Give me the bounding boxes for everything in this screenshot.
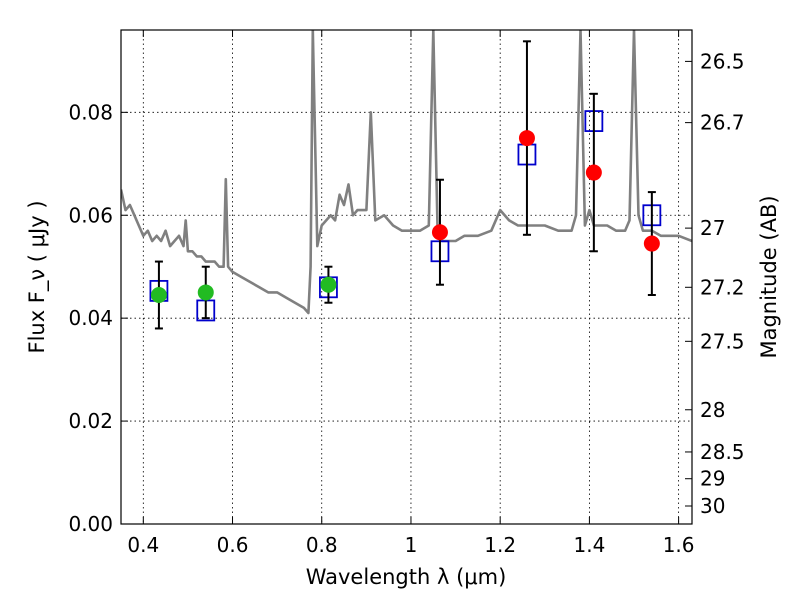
grid-lines bbox=[121, 30, 692, 524]
observed-point bbox=[643, 235, 660, 252]
observed-point bbox=[150, 287, 167, 304]
right-tick-label: 26.5 bbox=[700, 49, 745, 73]
right-tick-label: 27.5 bbox=[700, 329, 745, 353]
right-tick-label: 29 bbox=[700, 467, 725, 491]
spectrum-line bbox=[121, 30, 692, 315]
data-points-layer bbox=[149, 40, 662, 330]
right-tick-labels: 26.5 26.7 27 27.2 27.5 28 28.5 29 30 bbox=[700, 49, 745, 518]
x-tick-label: 1 bbox=[405, 533, 418, 557]
y-axis-label: Flux F_ν ( μJy ) bbox=[25, 200, 50, 353]
x-tick-label: 1.4 bbox=[573, 533, 605, 557]
y-tick-label: 0.02 bbox=[68, 409, 113, 433]
right-tick-label: 28 bbox=[700, 398, 725, 422]
observed-point bbox=[585, 164, 602, 181]
x-tick-label: 1.6 bbox=[663, 533, 695, 557]
observed-point bbox=[320, 276, 337, 293]
x-tick-label: 0.8 bbox=[306, 533, 338, 557]
observed-point bbox=[431, 224, 448, 241]
right-tick-label: 30 bbox=[700, 494, 725, 518]
y-tick-label: 0.06 bbox=[68, 203, 113, 227]
x-tick-label: 0.4 bbox=[127, 533, 159, 557]
right-tick-label: 26.7 bbox=[700, 111, 745, 135]
right-tick-label: 27.2 bbox=[700, 275, 745, 299]
axis-ticks bbox=[121, 30, 692, 525]
right-axis-label: Magnitude (AB) bbox=[757, 195, 781, 358]
y-tick-label: 0.08 bbox=[68, 100, 113, 124]
observed-point bbox=[518, 130, 535, 147]
x-tick-label: 0.6 bbox=[217, 533, 249, 557]
y-tick-label: 0.00 bbox=[68, 512, 113, 536]
x-tick-label: 1.2 bbox=[484, 533, 516, 557]
x-axis-label: Wavelength λ (μm) bbox=[306, 565, 507, 589]
y-tick-labels: 0.00 0.02 0.04 0.06 0.08 bbox=[68, 100, 113, 536]
right-tick-label: 28.5 bbox=[700, 440, 745, 464]
plot-frame bbox=[120, 29, 693, 525]
observed-point bbox=[197, 284, 214, 301]
x-tick-labels: 0.4 0.6 0.8 1 1.2 1.4 1.6 bbox=[127, 533, 694, 557]
right-tick-label: 27 bbox=[700, 216, 725, 240]
model-spectrum-layer bbox=[121, 30, 692, 315]
y-tick-label: 0.04 bbox=[68, 306, 113, 330]
